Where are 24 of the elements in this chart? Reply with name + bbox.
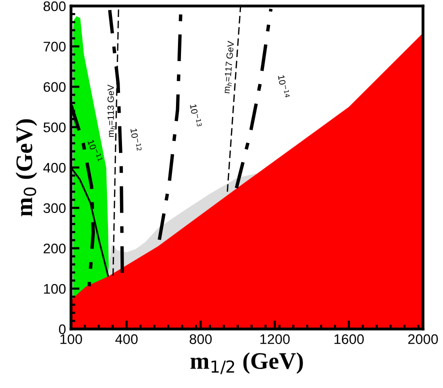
x-axis-title: m$_{1/2}$ (GeV) bbox=[190, 352, 303, 374]
annotation: 10$^{−11}$ bbox=[87, 138, 103, 163]
annotation: m$_{h}$=117 GeV bbox=[223, 40, 236, 94]
y-tick-label: 0 bbox=[58, 324, 66, 334]
y-tick-label: 200 bbox=[44, 244, 66, 254]
x-tick-label: 400 bbox=[115, 334, 138, 344]
y-tick-label: 300 bbox=[44, 203, 66, 214]
x-tick-label: 2000 bbox=[408, 334, 438, 344]
y-tick-label: 800 bbox=[44, 1, 66, 12]
annotation: m$_{h}$=113 GeV bbox=[107, 84, 116, 137]
y-axis-title: m$_{0}$ (GeV) bbox=[16, 119, 38, 216]
y-tick-label: 600 bbox=[44, 82, 66, 92]
y-tick-label: 400 bbox=[43, 162, 66, 173]
y-tick-label: 100 bbox=[44, 284, 66, 294]
annotation: 10$^{−13}$ bbox=[190, 104, 202, 128]
x-tick-label: 1600 bbox=[334, 334, 364, 344]
x-tick-label: 800 bbox=[190, 334, 212, 344]
line-series bbox=[108, 8, 124, 275]
x-tick-label: 100 bbox=[60, 334, 82, 344]
annotation: 10$^{−14}$ bbox=[278, 74, 290, 98]
x-tick-label: 1200 bbox=[260, 334, 290, 344]
y-tick-label: 500 bbox=[44, 122, 66, 132]
y-tick-label: 700 bbox=[44, 42, 66, 52]
annotation: 10$^{−12}$ bbox=[130, 128, 142, 152]
